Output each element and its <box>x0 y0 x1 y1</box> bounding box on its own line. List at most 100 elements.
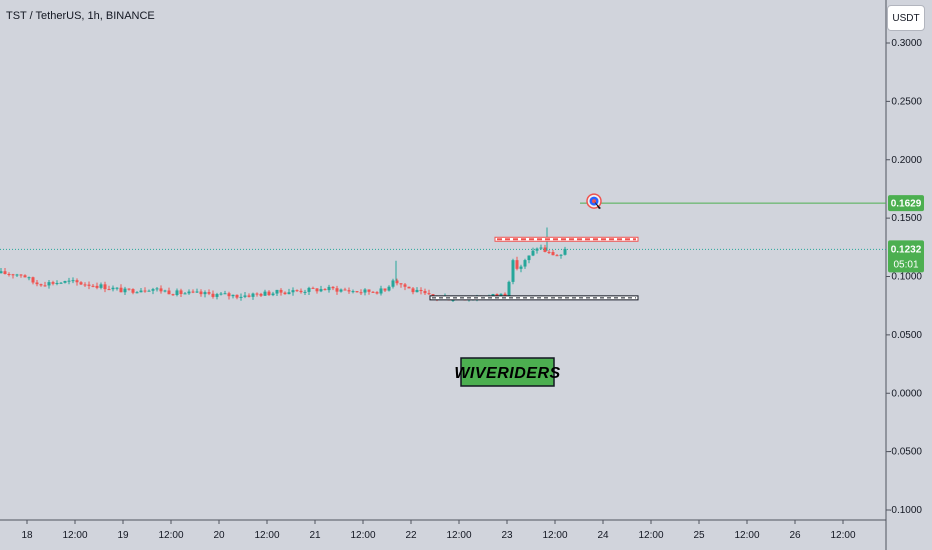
time-tick-label: 12:00 <box>254 530 279 541</box>
candle-body <box>291 290 295 293</box>
time-tick-label: 23 <box>501 530 513 541</box>
candle-body <box>363 289 367 293</box>
price-axis[interactable]: 0.3000 0.2500 0.2000 0.1500 0.1000 0.0500 0.00… <box>886 38 922 516</box>
time-tick-label: 24 <box>597 530 609 541</box>
time-tick-label: 12:00 <box>830 530 855 541</box>
candle-body <box>79 282 83 285</box>
price-tick-label: 0.1500 <box>891 213 922 224</box>
candle-body <box>59 282 63 284</box>
candle-body <box>39 284 43 286</box>
candle-body <box>215 294 219 297</box>
candle-body <box>183 293 187 295</box>
candle-body <box>199 291 203 295</box>
candle-body <box>115 287 119 289</box>
candle-body <box>123 288 127 293</box>
candle-body <box>31 277 35 283</box>
candle-body <box>355 291 359 293</box>
candle-body <box>287 292 291 295</box>
candle-body <box>211 293 215 297</box>
candle-body <box>23 275 27 278</box>
candle-body <box>111 287 115 290</box>
candle-body <box>15 274 19 276</box>
candle-body <box>327 286 331 291</box>
candle-body <box>395 280 399 284</box>
time-tick-label: 20 <box>213 530 225 541</box>
candle-body <box>71 280 75 282</box>
candle-body <box>175 290 179 296</box>
candle-body <box>203 292 207 295</box>
candle-body <box>451 300 455 302</box>
candle-body <box>11 274 15 276</box>
candle-body <box>131 289 135 293</box>
candle-body <box>243 295 247 297</box>
candle-body <box>407 286 411 289</box>
currency-button[interactable]: USDT <box>887 5 925 31</box>
candle-body <box>227 293 231 297</box>
candle-body <box>135 292 139 294</box>
resistance-zone[interactable] <box>494 236 639 242</box>
candle-body <box>0 271 3 274</box>
price-tick-label: 0.0500 <box>891 330 922 341</box>
candle-body <box>347 290 351 292</box>
candle-body <box>103 284 107 290</box>
target-price-label: 0.1629 <box>891 199 922 210</box>
candle-body <box>167 290 171 295</box>
candle-body <box>119 287 123 293</box>
candle-body <box>143 290 147 292</box>
target-price-tag <box>888 195 924 212</box>
candle-body <box>267 291 271 296</box>
watermark-label: WIVERIDERS <box>454 357 560 387</box>
candle-body <box>235 294 239 298</box>
candle-body <box>139 290 143 293</box>
candle-body <box>55 282 59 284</box>
candle-body <box>51 282 55 284</box>
candle-body <box>263 291 267 296</box>
candle-body <box>259 293 263 296</box>
candle-body <box>419 289 423 292</box>
candle-body <box>371 291 375 293</box>
price-tick-label: 0.2500 <box>891 96 922 107</box>
candle-body <box>319 289 323 292</box>
time-axis[interactable]: 18 12:00 19 12:00 20 12:00 21 12:00 22 12:00 23 12:… <box>21 520 856 541</box>
price-tick-label: -0.0500 <box>888 447 922 458</box>
candle-body <box>279 289 283 293</box>
price-tick-label: 0.0000 <box>891 388 922 399</box>
candle-body <box>423 291 427 294</box>
candle-body <box>351 291 355 293</box>
candle-body <box>159 288 163 292</box>
candle-body <box>523 260 527 267</box>
candle-body <box>531 250 535 256</box>
candle-body <box>3 271 7 274</box>
candle-body <box>391 280 395 287</box>
candle-body <box>503 293 507 297</box>
target-icon <box>586 193 602 210</box>
candle-body <box>339 289 343 292</box>
candle-body <box>239 296 243 298</box>
watermark-text: WIVERIDERS <box>454 365 560 382</box>
time-tick-label: 25 <box>693 530 705 541</box>
candle-body <box>179 290 183 294</box>
candle-body <box>147 290 151 292</box>
candle-body <box>83 284 87 286</box>
candle-body <box>35 282 39 285</box>
candle-body <box>91 285 95 287</box>
time-tick-label: 12:00 <box>446 530 471 541</box>
candle-body <box>427 293 431 295</box>
candle-body <box>303 291 307 293</box>
candle-body <box>295 290 299 292</box>
time-tick-label: 12:00 <box>158 530 183 541</box>
time-tick-label: 12:00 <box>350 530 375 541</box>
candle-body <box>191 291 195 293</box>
candle-body <box>247 295 251 297</box>
candle-body <box>27 277 31 279</box>
candle-body <box>67 280 71 282</box>
symbol-title: TST / TetherUS, 1h, BINANCE <box>6 10 155 22</box>
candle-body <box>359 292 363 294</box>
candle-body <box>383 288 387 291</box>
candle-body <box>43 285 47 287</box>
candle-body <box>251 293 255 297</box>
price-tags-group: 0.1629 0.1232 05:01 <box>888 195 924 273</box>
time-tick-label: 12:00 <box>638 530 663 541</box>
candle-body <box>403 284 407 287</box>
